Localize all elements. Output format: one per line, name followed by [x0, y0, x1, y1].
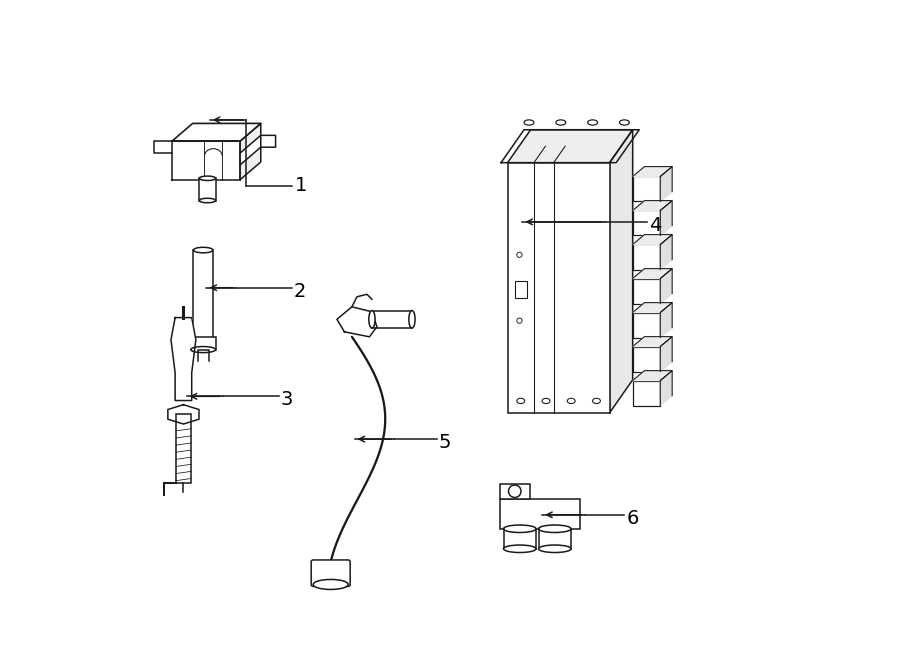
Bar — [633, 245, 661, 270]
Polygon shape — [661, 200, 672, 235]
Polygon shape — [240, 136, 275, 165]
Text: 5: 5 — [439, 433, 451, 452]
Ellipse shape — [199, 176, 216, 180]
Circle shape — [508, 485, 521, 498]
Bar — [194, 250, 212, 338]
Circle shape — [517, 285, 522, 290]
Bar — [500, 484, 530, 499]
Bar — [508, 163, 609, 412]
Ellipse shape — [409, 311, 415, 328]
Ellipse shape — [592, 399, 600, 404]
Bar — [633, 278, 661, 303]
Polygon shape — [633, 235, 672, 245]
Bar — [516, 281, 527, 297]
Polygon shape — [508, 130, 633, 163]
Bar — [176, 414, 191, 483]
Bar — [633, 381, 661, 406]
Polygon shape — [171, 317, 196, 401]
Polygon shape — [154, 141, 172, 153]
Polygon shape — [661, 336, 672, 371]
Ellipse shape — [524, 120, 534, 125]
Polygon shape — [661, 371, 672, 406]
Ellipse shape — [556, 120, 566, 125]
Polygon shape — [661, 268, 672, 303]
Ellipse shape — [503, 525, 536, 533]
Polygon shape — [168, 405, 199, 424]
Bar — [633, 313, 661, 338]
Bar — [633, 346, 661, 371]
Polygon shape — [633, 268, 672, 278]
Polygon shape — [661, 303, 672, 338]
Polygon shape — [633, 371, 672, 381]
Polygon shape — [501, 130, 639, 163]
Polygon shape — [240, 124, 261, 180]
Ellipse shape — [503, 545, 536, 553]
Bar — [500, 499, 580, 529]
Polygon shape — [661, 167, 672, 202]
Ellipse shape — [313, 580, 348, 590]
Polygon shape — [172, 124, 261, 141]
FancyBboxPatch shape — [311, 560, 350, 586]
Text: 2: 2 — [294, 282, 306, 301]
Text: 1: 1 — [295, 176, 308, 195]
Ellipse shape — [199, 198, 216, 203]
Polygon shape — [609, 130, 633, 412]
Ellipse shape — [191, 346, 216, 352]
Polygon shape — [337, 307, 377, 337]
Text: 4: 4 — [650, 215, 662, 235]
Polygon shape — [633, 303, 672, 313]
Ellipse shape — [538, 545, 571, 553]
Polygon shape — [633, 200, 672, 210]
Bar — [633, 176, 661, 202]
Polygon shape — [661, 235, 672, 270]
Ellipse shape — [619, 120, 629, 125]
Text: 6: 6 — [626, 508, 639, 527]
Ellipse shape — [194, 247, 212, 253]
Polygon shape — [633, 336, 672, 346]
Text: 3: 3 — [281, 390, 293, 409]
Ellipse shape — [567, 399, 575, 404]
Bar — [199, 178, 216, 200]
Bar — [633, 210, 661, 235]
Ellipse shape — [542, 399, 550, 404]
Ellipse shape — [538, 525, 571, 533]
Ellipse shape — [369, 311, 375, 328]
Ellipse shape — [517, 399, 525, 404]
Ellipse shape — [588, 120, 598, 125]
Polygon shape — [172, 141, 240, 180]
Bar — [191, 337, 216, 350]
Bar — [372, 311, 412, 328]
Circle shape — [517, 253, 522, 257]
Polygon shape — [633, 167, 672, 176]
Circle shape — [517, 318, 522, 323]
